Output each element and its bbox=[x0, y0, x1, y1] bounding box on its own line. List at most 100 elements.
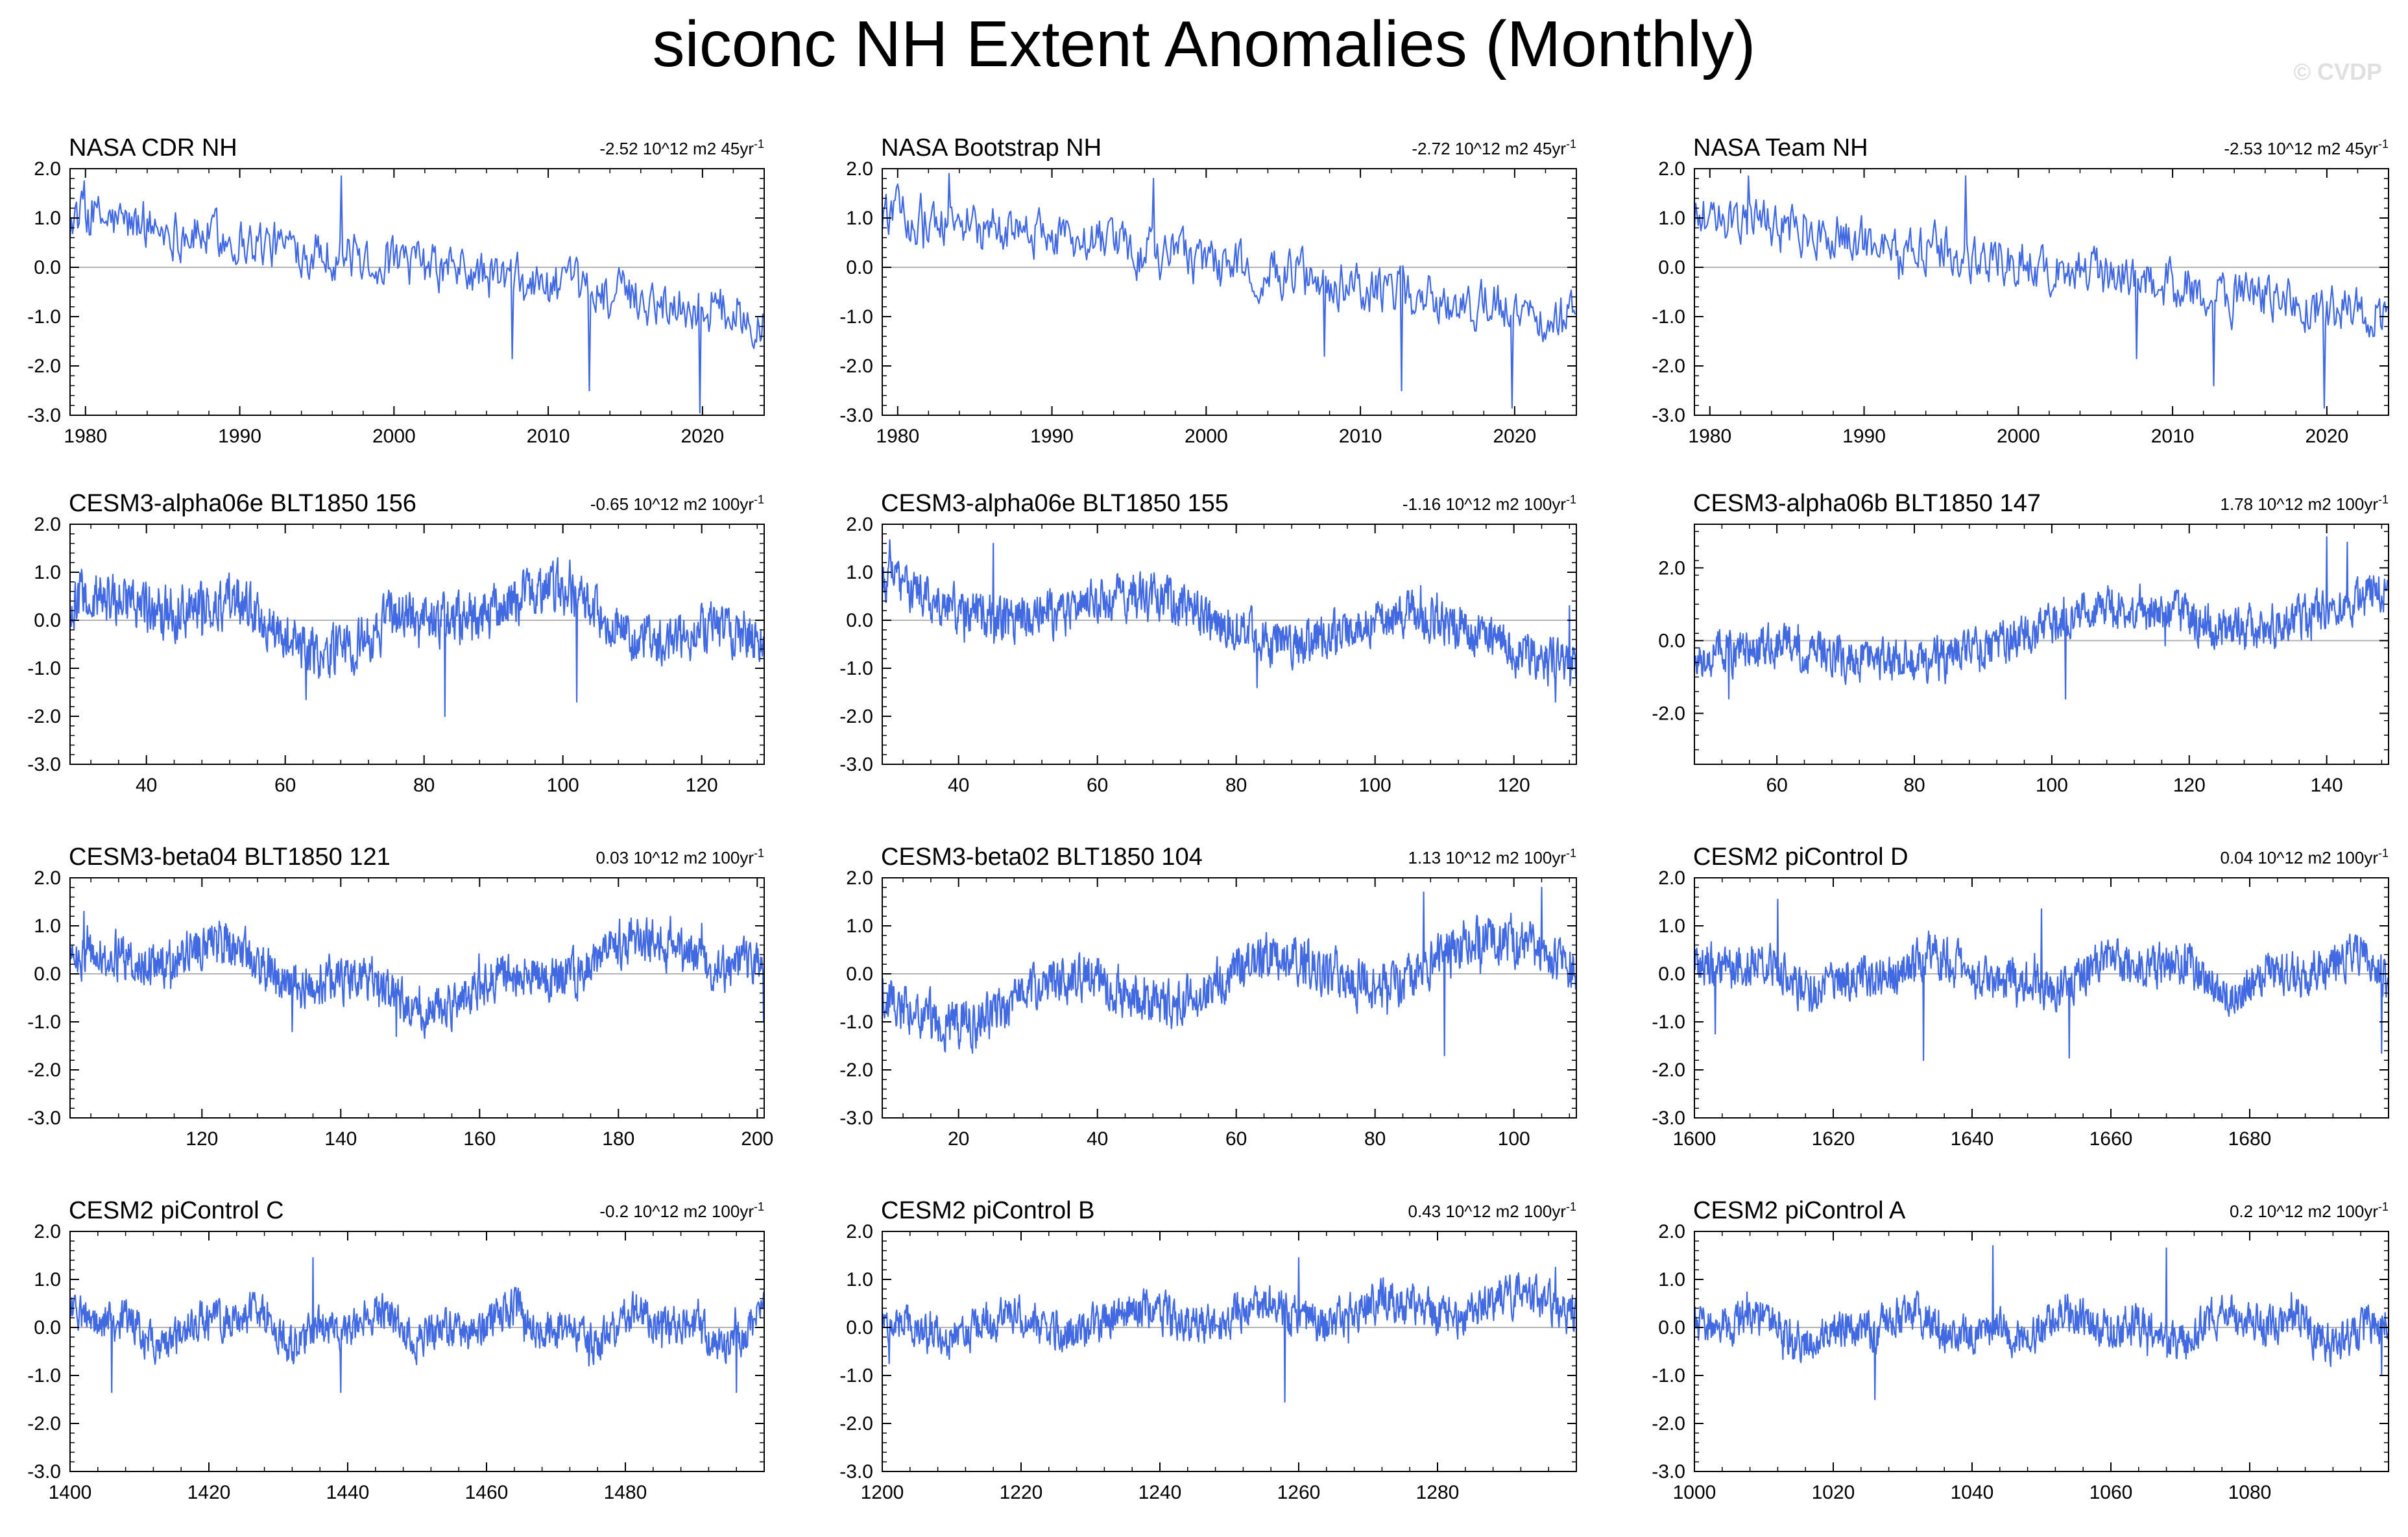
trend-exponent: -1 bbox=[754, 1200, 764, 1213]
x-tick-label: 140 bbox=[2311, 775, 2343, 796]
x-tick-label: 1980 bbox=[64, 426, 107, 447]
panel-title: NASA CDR NH bbox=[69, 134, 237, 162]
y-tick-label: -2.0 bbox=[27, 356, 61, 377]
x-tick-label: 1420 bbox=[187, 1482, 231, 1503]
y-tick-label: -1.0 bbox=[1652, 1011, 1685, 1033]
cvdp-watermark: © CVDP bbox=[2293, 58, 2382, 85]
panel-11: CESM2 piControl B 0.43 10^12 m2 100yr-1 2.… bbox=[839, 1197, 1577, 1503]
y-tick-label: 1.0 bbox=[846, 915, 873, 937]
panel-8: CESM3-beta02 BLT1850 104 1.13 10^12 m2 10… bbox=[839, 843, 1577, 1150]
x-tick-label: 1440 bbox=[326, 1482, 370, 1503]
x-tick-label: 1200 bbox=[861, 1482, 904, 1503]
y-tick-label: 0.0 bbox=[846, 963, 873, 985]
x-tick-label: 100 bbox=[1498, 1128, 1530, 1150]
y-tick-label: -1.0 bbox=[839, 658, 873, 679]
y-tick-label: -3.0 bbox=[27, 1107, 61, 1129]
panel-title: CESM3-alpha06b BLT1850 147 bbox=[1693, 490, 2041, 517]
plot-frame bbox=[69, 1231, 765, 1472]
panel-title: CESM2 piControl C bbox=[69, 1197, 284, 1224]
x-tick-label: 1400 bbox=[49, 1482, 92, 1503]
panel-12: CESM2 piControl A 0.2 10^12 m2 100yr-1 2.0… bbox=[1652, 1197, 2389, 1503]
x-tick-label: 140 bbox=[324, 1128, 357, 1150]
trend-label: -1.16 10^12 m2 100yr-1 bbox=[1403, 493, 1576, 514]
x-tick-label: 40 bbox=[948, 775, 969, 796]
x-tick-label: 80 bbox=[413, 775, 435, 796]
x-tick-label: 60 bbox=[1766, 775, 1787, 796]
y-tick-label: 2.0 bbox=[34, 1221, 61, 1242]
y-tick-label: -1.0 bbox=[27, 1011, 61, 1033]
series-line bbox=[1693, 536, 2389, 700]
x-tick-label: 180 bbox=[602, 1128, 634, 1150]
x-tick-label: 60 bbox=[1087, 775, 1108, 796]
panel-title: CESM3-alpha06e BLT1850 155 bbox=[881, 490, 1229, 517]
series-line bbox=[882, 539, 1577, 703]
y-tick-label: -2.0 bbox=[1652, 356, 1685, 377]
trend-label: 0.2 10^12 m2 100yr-1 bbox=[2230, 1200, 2389, 1221]
series-line bbox=[882, 1257, 1577, 1403]
y-tick-label: -2.0 bbox=[1652, 1059, 1685, 1081]
x-tick-label: 2010 bbox=[1339, 426, 1382, 447]
y-tick-label: 1.0 bbox=[1658, 1269, 1685, 1290]
x-tick-label: 160 bbox=[463, 1128, 496, 1150]
y-tick-label: 0.0 bbox=[846, 1317, 873, 1338]
y-tick-label: 2.0 bbox=[1658, 557, 1685, 579]
series-line bbox=[881, 173, 1576, 409]
y-tick-label: 0.0 bbox=[1658, 963, 1685, 985]
y-tick-label: -3.0 bbox=[1652, 1107, 1685, 1129]
trend-label: -2.53 10^12 m2 45yr-1 bbox=[2224, 138, 2389, 158]
trend-label: -2.52 10^12 m2 45yr-1 bbox=[599, 138, 764, 158]
y-tick-label: -2.0 bbox=[839, 706, 873, 727]
y-tick-label: 0.0 bbox=[34, 1317, 61, 1338]
y-tick-label: -1.0 bbox=[839, 306, 873, 328]
y-tick-label: -2.0 bbox=[839, 1413, 873, 1434]
panel-3: NASA Team NH -2.53 10^12 m2 45yr-1 2.0 1.0 0… bbox=[1652, 134, 2389, 447]
trend-label: -0.2 10^12 m2 100yr-1 bbox=[599, 1200, 764, 1221]
panel-1: NASA CDR NH -2.52 10^12 m2 45yr-1 2.0 1.0 0.… bbox=[27, 134, 765, 447]
x-tick-label: 80 bbox=[1364, 1128, 1386, 1150]
x-tick-label: 1640 bbox=[1951, 1128, 1994, 1150]
x-tick-label: 1990 bbox=[1030, 426, 1074, 447]
y-tick-label: -2.0 bbox=[839, 1059, 873, 1081]
plot-frame bbox=[1694, 524, 2389, 765]
y-tick-label: 2.0 bbox=[846, 158, 873, 180]
trend-exponent: -1 bbox=[2378, 493, 2389, 506]
x-tick-label: 2020 bbox=[1493, 426, 1537, 447]
x-tick-label: 1280 bbox=[1416, 1482, 1460, 1503]
y-tick-label: -3.0 bbox=[1652, 405, 1685, 426]
panel-title: CESM3-beta02 BLT1850 104 bbox=[881, 843, 1203, 871]
y-tick-label: -3.0 bbox=[839, 1461, 873, 1483]
y-tick-label: -2.0 bbox=[27, 1413, 61, 1434]
panel-5: CESM3-alpha06e BLT1850 155 -1.16 10^12 m2… bbox=[839, 490, 1577, 796]
y-tick-label: -2.0 bbox=[27, 1059, 61, 1081]
x-tick-label: 40 bbox=[1087, 1128, 1108, 1150]
x-tick-label: 1680 bbox=[2228, 1128, 2272, 1150]
series-line bbox=[69, 557, 765, 718]
x-tick-label: 2000 bbox=[1997, 426, 2040, 447]
y-tick-label: 2.0 bbox=[846, 867, 873, 889]
y-tick-label: 1.0 bbox=[34, 562, 61, 583]
x-tick-label: 120 bbox=[186, 1128, 218, 1150]
panel-7: CESM3-beta04 BLT1850 121 0.03 10^12 m2 10… bbox=[27, 843, 773, 1150]
series-line bbox=[881, 886, 1577, 1056]
y-tick-label: 2.0 bbox=[1658, 867, 1685, 889]
x-tick-label: 1080 bbox=[2228, 1482, 2272, 1503]
y-tick-label: -1.0 bbox=[27, 658, 61, 679]
trend-exponent: -1 bbox=[754, 138, 764, 151]
x-tick-label: 2020 bbox=[2306, 426, 2349, 447]
y-tick-label: -3.0 bbox=[27, 754, 61, 775]
x-tick-label: 1000 bbox=[1673, 1482, 1716, 1503]
x-tick-label: 1660 bbox=[2089, 1128, 2133, 1150]
trend-label: -0.65 10^12 m2 100yr-1 bbox=[590, 493, 764, 514]
panel-9: CESM2 piControl D 0.04 10^12 m2 100yr-1 2.… bbox=[1652, 843, 2389, 1150]
y-tick-label: -1.0 bbox=[839, 1365, 873, 1386]
trend-exponent: -1 bbox=[2378, 847, 2389, 860]
series-line bbox=[1693, 1245, 2389, 1401]
panel-2: NASA Bootstrap NH -2.72 10^12 m2 45yr-1 2.… bbox=[839, 134, 1577, 447]
series-line bbox=[69, 910, 765, 1039]
y-tick-label: 1.0 bbox=[34, 208, 61, 229]
y-tick-label: 1.0 bbox=[846, 208, 873, 229]
y-tick-label: -1.0 bbox=[27, 306, 61, 328]
x-tick-label: 2010 bbox=[2151, 426, 2195, 447]
y-tick-label: 1.0 bbox=[34, 1269, 61, 1290]
x-tick-label: 20 bbox=[948, 1128, 969, 1150]
